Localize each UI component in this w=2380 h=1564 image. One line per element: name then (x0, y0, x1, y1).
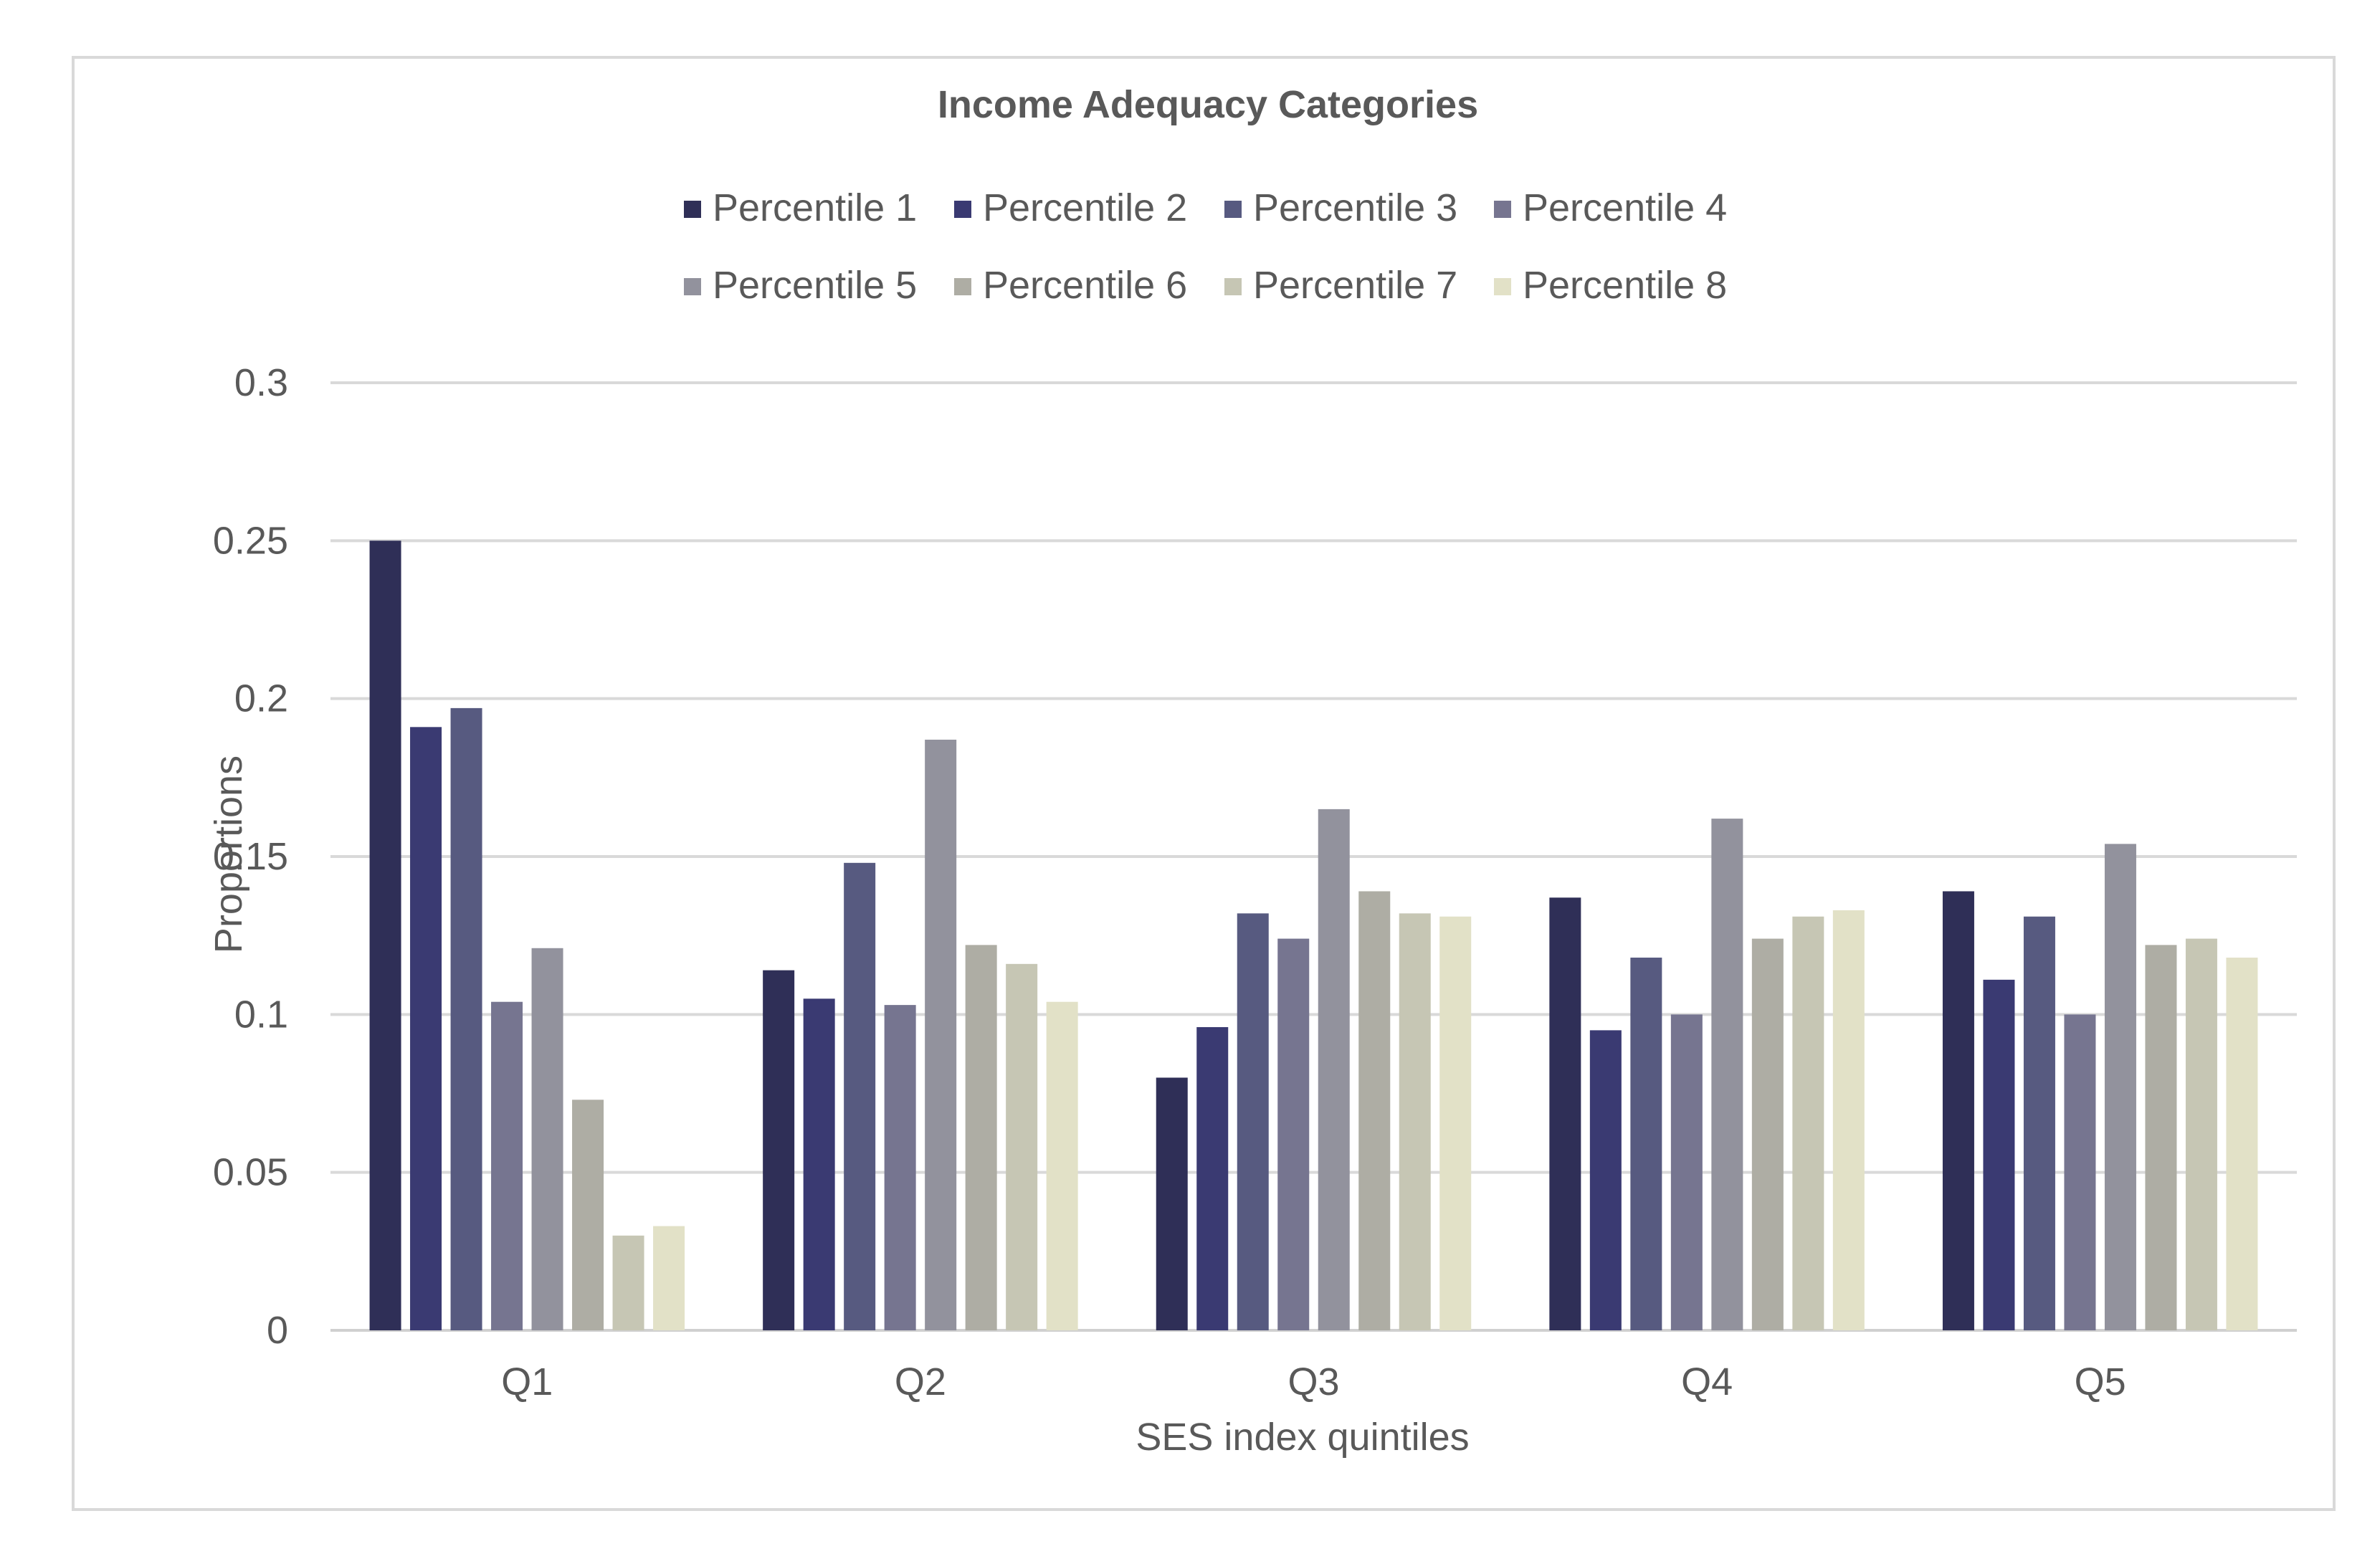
legend-swatch (684, 201, 701, 218)
y-axis-tick-labels: 0 0.05 0.1 0.15 0.2 0.25 0.3 (213, 361, 288, 1352)
bar-q1-percentile-4 (491, 1001, 523, 1330)
y-tick-label: 0.15 (213, 835, 288, 878)
legend-swatch (954, 201, 971, 218)
gridlines (330, 381, 2297, 1332)
x-axis-tick-labels: Q1 Q2 Q3 Q4 Q5 (501, 1360, 2126, 1403)
legend: Percentile 1 Percentile 2 Percentile 3 Perc… (684, 186, 1727, 307)
bar-q4-percentile-4 (1670, 1014, 1703, 1330)
bar-q1-percentile-3 (450, 707, 482, 1330)
bar-q2-percentile-4 (884, 1005, 916, 1330)
y-tick-label: 0.05 (213, 1151, 288, 1194)
y-axis-label: Proportions (207, 755, 250, 953)
legend-label: Percentile 8 (1523, 264, 1727, 307)
bar-q5-percentile-1 (1942, 891, 1974, 1330)
x-axis-label: SES index quintiles (1136, 1416, 1469, 1459)
bar-q4-percentile-3 (1630, 958, 1662, 1330)
bar-q1-percentile-8 (653, 1226, 685, 1330)
bar-q2-percentile-1 (763, 970, 795, 1330)
bar-q1-percentile-6 (572, 1100, 604, 1330)
legend-item: Percentile 5 (684, 264, 917, 307)
bar-q3-percentile-6 (1358, 891, 1391, 1330)
x-tick-label: Q2 (895, 1360, 946, 1403)
y-tick-label: 0.25 (213, 519, 288, 562)
bar-q5-percentile-8 (2226, 958, 2258, 1330)
bars (369, 540, 2258, 1331)
bar-q2-percentile-6 (965, 945, 997, 1330)
legend-item: Percentile 3 (1224, 186, 1457, 229)
y-tick-label: 0.2 (234, 677, 288, 720)
bar-q5-percentile-5 (2104, 844, 2136, 1330)
legend-item: Percentile 4 (1494, 186, 1727, 229)
bar-q5-percentile-2 (1983, 979, 2015, 1330)
legend-swatch (1224, 201, 1242, 218)
legend-swatch (1494, 201, 1511, 218)
bar-q4-percentile-1 (1549, 897, 1581, 1330)
bar-q3-percentile-1 (1156, 1077, 1188, 1330)
y-tick-label: 0.3 (234, 361, 288, 404)
bar-q4-percentile-5 (1711, 819, 1743, 1330)
bar-q4-percentile-7 (1792, 916, 1824, 1330)
legend-swatch (684, 278, 701, 295)
bar-q1-percentile-1 (369, 540, 401, 1331)
bar-q5-percentile-4 (2064, 1014, 2096, 1330)
x-tick-label: Q4 (1681, 1360, 1733, 1403)
chart-title: Income Adequacy Categories (938, 83, 1478, 126)
bar-q1-percentile-7 (612, 1235, 644, 1330)
legend-label: Percentile 2 (983, 186, 1187, 229)
y-tick-label: 0 (267, 1309, 288, 1352)
bar-q3-percentile-4 (1277, 938, 1310, 1330)
legend-label: Percentile 5 (713, 264, 917, 307)
bar-q3-percentile-5 (1318, 809, 1350, 1330)
legend-item: Percentile 7 (1224, 264, 1457, 307)
y-tick-label: 0.1 (234, 993, 288, 1036)
bar-q5-percentile-7 (2185, 938, 2217, 1330)
bar-q2-percentile-2 (803, 998, 835, 1330)
bar-q4-percentile-2 (1589, 1030, 1622, 1330)
bar-q1-percentile-5 (531, 948, 563, 1330)
bar-q5-percentile-3 (2023, 916, 2055, 1330)
legend-swatch (954, 278, 971, 295)
bar-q4-percentile-8 (1832, 910, 1865, 1330)
x-tick-label: Q1 (501, 1360, 553, 1403)
legend-label: Percentile 1 (713, 186, 917, 229)
bar-q2-percentile-3 (844, 862, 876, 1330)
x-tick-label: Q5 (2075, 1360, 2126, 1403)
legend-swatch (1224, 278, 1242, 295)
legend-label: Percentile 3 (1253, 186, 1457, 229)
legend-item: Percentile 6 (954, 264, 1187, 307)
legend-item: Percentile 2 (954, 186, 1187, 229)
legend-label: Percentile 6 (983, 264, 1187, 307)
legend-label: Percentile 4 (1523, 186, 1727, 229)
bar-q2-percentile-5 (925, 739, 957, 1330)
bar-q3-percentile-8 (1439, 916, 1472, 1330)
bar-q3-percentile-3 (1237, 913, 1269, 1330)
bar-q2-percentile-7 (1006, 963, 1038, 1330)
legend-item: Percentile 1 (684, 186, 917, 229)
bar-q4-percentile-6 (1751, 938, 1784, 1330)
legend-label: Percentile 7 (1253, 264, 1457, 307)
x-tick-label: Q3 (1287, 1360, 1339, 1403)
bar-q1-percentile-2 (410, 727, 442, 1330)
legend-item: Percentile 8 (1494, 264, 1727, 307)
legend-swatch (1494, 278, 1511, 295)
bar-q3-percentile-2 (1196, 1026, 1229, 1330)
bar-q3-percentile-7 (1399, 913, 1431, 1330)
bar-q2-percentile-8 (1046, 1001, 1078, 1330)
bar-q5-percentile-6 (2145, 945, 2177, 1330)
